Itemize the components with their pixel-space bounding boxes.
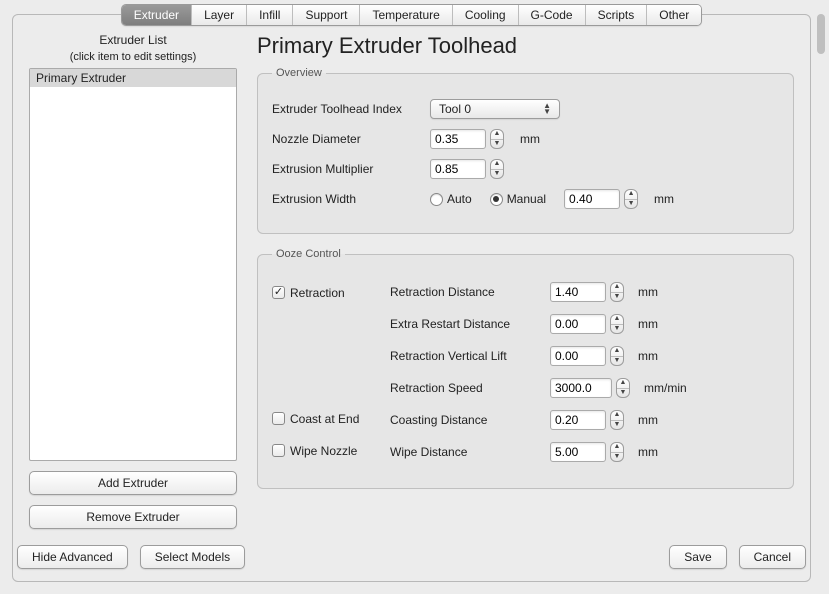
extrusion-width-auto-label: Auto (447, 192, 472, 206)
retraction-speed-unit: mm/min (644, 381, 687, 395)
tab-cooling[interactable]: Cooling (453, 5, 519, 25)
checkbox-icon (272, 412, 285, 425)
extrusion-width-input[interactable] (564, 189, 620, 209)
retraction-speed-input[interactable] (550, 378, 612, 398)
coasting-distance-input[interactable] (550, 410, 606, 430)
extrusion-width-auto-radio[interactable]: Auto (430, 192, 472, 206)
nozzle-diameter-unit: mm (520, 132, 540, 146)
extruder-settings-panel: Primary Extruder Toolhead Overview Extru… (257, 33, 794, 529)
vertical-lift-label: Retraction Vertical Lift (390, 349, 550, 363)
tab-bar: ExtruderLayerInfillSupportTemperatureCoo… (13, 4, 810, 26)
extruder-list-heading: Extruder List (99, 33, 166, 47)
wipe-distance-stepper[interactable]: ▲▼ (610, 442, 624, 462)
extra-restart-stepper[interactable]: ▲▼ (610, 314, 624, 334)
retraction-distance-input[interactable] (550, 282, 606, 302)
ooze-control-group: Ooze Control ✓ Retraction Retraction Dis… (257, 248, 794, 489)
extrusion-multiplier-stepper[interactable]: ▲▼ (490, 159, 504, 179)
ooze-control-legend: Ooze Control (272, 248, 345, 260)
extruder-list-subtitle: (click item to edit settings) (70, 51, 197, 63)
wipe-nozzle-checkbox[interactable]: Wipe Nozzle (272, 444, 357, 458)
vertical-lift-unit: mm (638, 349, 658, 363)
retraction-label: Retraction (290, 286, 345, 300)
tab-extruder[interactable]: Extruder (122, 5, 192, 25)
radio-icon (430, 193, 443, 206)
extruder-list-title: Extruder List (click item to edit settin… (29, 33, 237, 64)
wipe-distance-label: Wipe Distance (390, 445, 550, 459)
extra-restart-input[interactable] (550, 314, 606, 334)
coast-at-end-label: Coast at End (290, 412, 359, 426)
extruder-list-panel: Extruder List (click item to edit settin… (29, 33, 237, 529)
extrusion-width-label: Extrusion Width (272, 192, 422, 206)
radio-icon (490, 193, 503, 206)
nozzle-diameter-label: Nozzle Diameter (272, 132, 422, 146)
toolhead-index-select[interactable]: Tool 0 ▲▼ (430, 99, 560, 119)
extrusion-multiplier-input[interactable] (430, 159, 486, 179)
retraction-speed-stepper[interactable]: ▲▼ (616, 378, 630, 398)
nozzle-diameter-input[interactable] (430, 129, 486, 149)
hide-advanced-button[interactable]: Hide Advanced (17, 545, 128, 569)
extrusion-multiplier-label: Extrusion Multiplier (272, 162, 422, 176)
retraction-speed-label: Retraction Speed (390, 381, 550, 395)
tab-layer[interactable]: Layer (192, 5, 247, 25)
checkbox-icon (272, 444, 285, 457)
coast-at-end-checkbox[interactable]: Coast at End (272, 412, 359, 426)
retraction-distance-unit: mm (638, 285, 658, 299)
tab-scripts[interactable]: Scripts (586, 5, 648, 25)
save-button[interactable]: Save (669, 545, 726, 569)
tab-support[interactable]: Support (293, 5, 360, 25)
wipe-distance-input[interactable] (550, 442, 606, 462)
updown-icon: ▲▼ (543, 103, 551, 115)
nozzle-diameter-field: ▲▼ (430, 129, 504, 149)
tab-g-code[interactable]: G-Code (519, 5, 586, 25)
tab-other[interactable]: Other (647, 5, 701, 25)
wipe-nozzle-label: Wipe Nozzle (290, 444, 357, 458)
coasting-distance-stepper[interactable]: ▲▼ (610, 410, 624, 430)
select-models-button[interactable]: Select Models (140, 545, 245, 569)
scrollbar-thumb[interactable] (817, 14, 825, 54)
extruder-list[interactable]: Primary Extruder (29, 68, 237, 461)
checkbox-icon: ✓ (272, 286, 285, 299)
retraction-distance-stepper[interactable]: ▲▼ (610, 282, 624, 302)
tab-infill[interactable]: Infill (247, 5, 293, 25)
add-extruder-button[interactable]: Add Extruder (29, 471, 237, 495)
settings-dialog: ExtruderLayerInfillSupportTemperatureCoo… (12, 14, 811, 582)
extruder-list-item[interactable]: Primary Extruder (30, 69, 236, 87)
extra-restart-unit: mm (638, 317, 658, 331)
extrusion-width-manual-radio[interactable]: Manual (490, 192, 546, 206)
vertical-lift-stepper[interactable]: ▲▼ (610, 346, 624, 366)
dialog-footer: Hide Advanced Select Models Save Cancel (17, 545, 806, 569)
coasting-distance-unit: mm (638, 413, 658, 427)
retraction-distance-label: Retraction Distance (390, 285, 550, 299)
page-title: Primary Extruder Toolhead (257, 33, 794, 59)
overview-legend: Overview (272, 67, 326, 79)
extrusion-width-field: ▲▼ (564, 189, 638, 209)
remove-extruder-button[interactable]: Remove Extruder (29, 505, 237, 529)
retraction-checkbox[interactable]: ✓ Retraction (272, 286, 345, 300)
coasting-distance-label: Coasting Distance (390, 413, 550, 427)
extra-restart-label: Extra Restart Distance (390, 317, 550, 331)
content-area: Extruder List (click item to edit settin… (29, 33, 794, 529)
extrusion-width-unit: mm (654, 192, 674, 206)
toolhead-index-label: Extruder Toolhead Index (272, 102, 422, 116)
extrusion-width-manual-label: Manual (507, 192, 546, 206)
cancel-button[interactable]: Cancel (739, 545, 806, 569)
extrusion-multiplier-field: ▲▼ (430, 159, 504, 179)
vertical-lift-input[interactable] (550, 346, 606, 366)
nozzle-diameter-stepper[interactable]: ▲▼ (490, 129, 504, 149)
tab-temperature[interactable]: Temperature (360, 5, 452, 25)
toolhead-index-value: Tool 0 (439, 102, 471, 116)
extrusion-width-stepper[interactable]: ▲▼ (624, 189, 638, 209)
overview-group: Overview Extruder Toolhead Index Tool 0 … (257, 67, 794, 234)
wipe-distance-unit: mm (638, 445, 658, 459)
